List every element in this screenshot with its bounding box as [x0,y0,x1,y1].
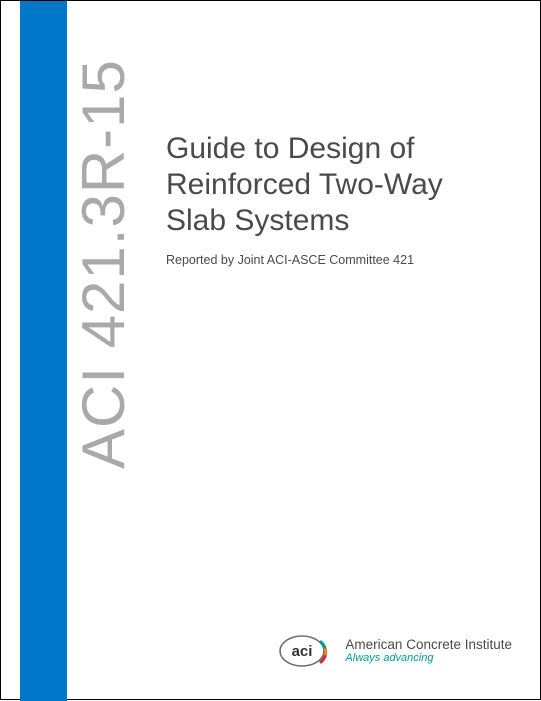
blue-sidebar-stripe [20,1,67,701]
document-subtitle: Reported by Joint ACI-ASCE Committee 421 [166,253,506,267]
title-block: Guide to Design of Reinforced Two-Way Sl… [166,131,506,267]
org-text-block: American Concrete Institute Always advan… [345,637,512,665]
aci-logo-icon: aci [277,631,335,671]
svg-text:aci: aci [292,643,313,660]
org-name: American Concrete Institute [345,637,512,653]
document-number: ACI 421.3R-15 [74,59,134,469]
document-title: Guide to Design of Reinforced Two-Way Sl… [166,131,506,239]
title-line-2: Reinforced Two-Way [166,168,443,201]
title-line-1: Guide to Design of [166,132,414,165]
title-line-3: Slab Systems [166,204,349,237]
org-tagline: Always advancing [345,652,512,665]
logo-block: aci American Concrete Institute Always a… [277,631,512,671]
